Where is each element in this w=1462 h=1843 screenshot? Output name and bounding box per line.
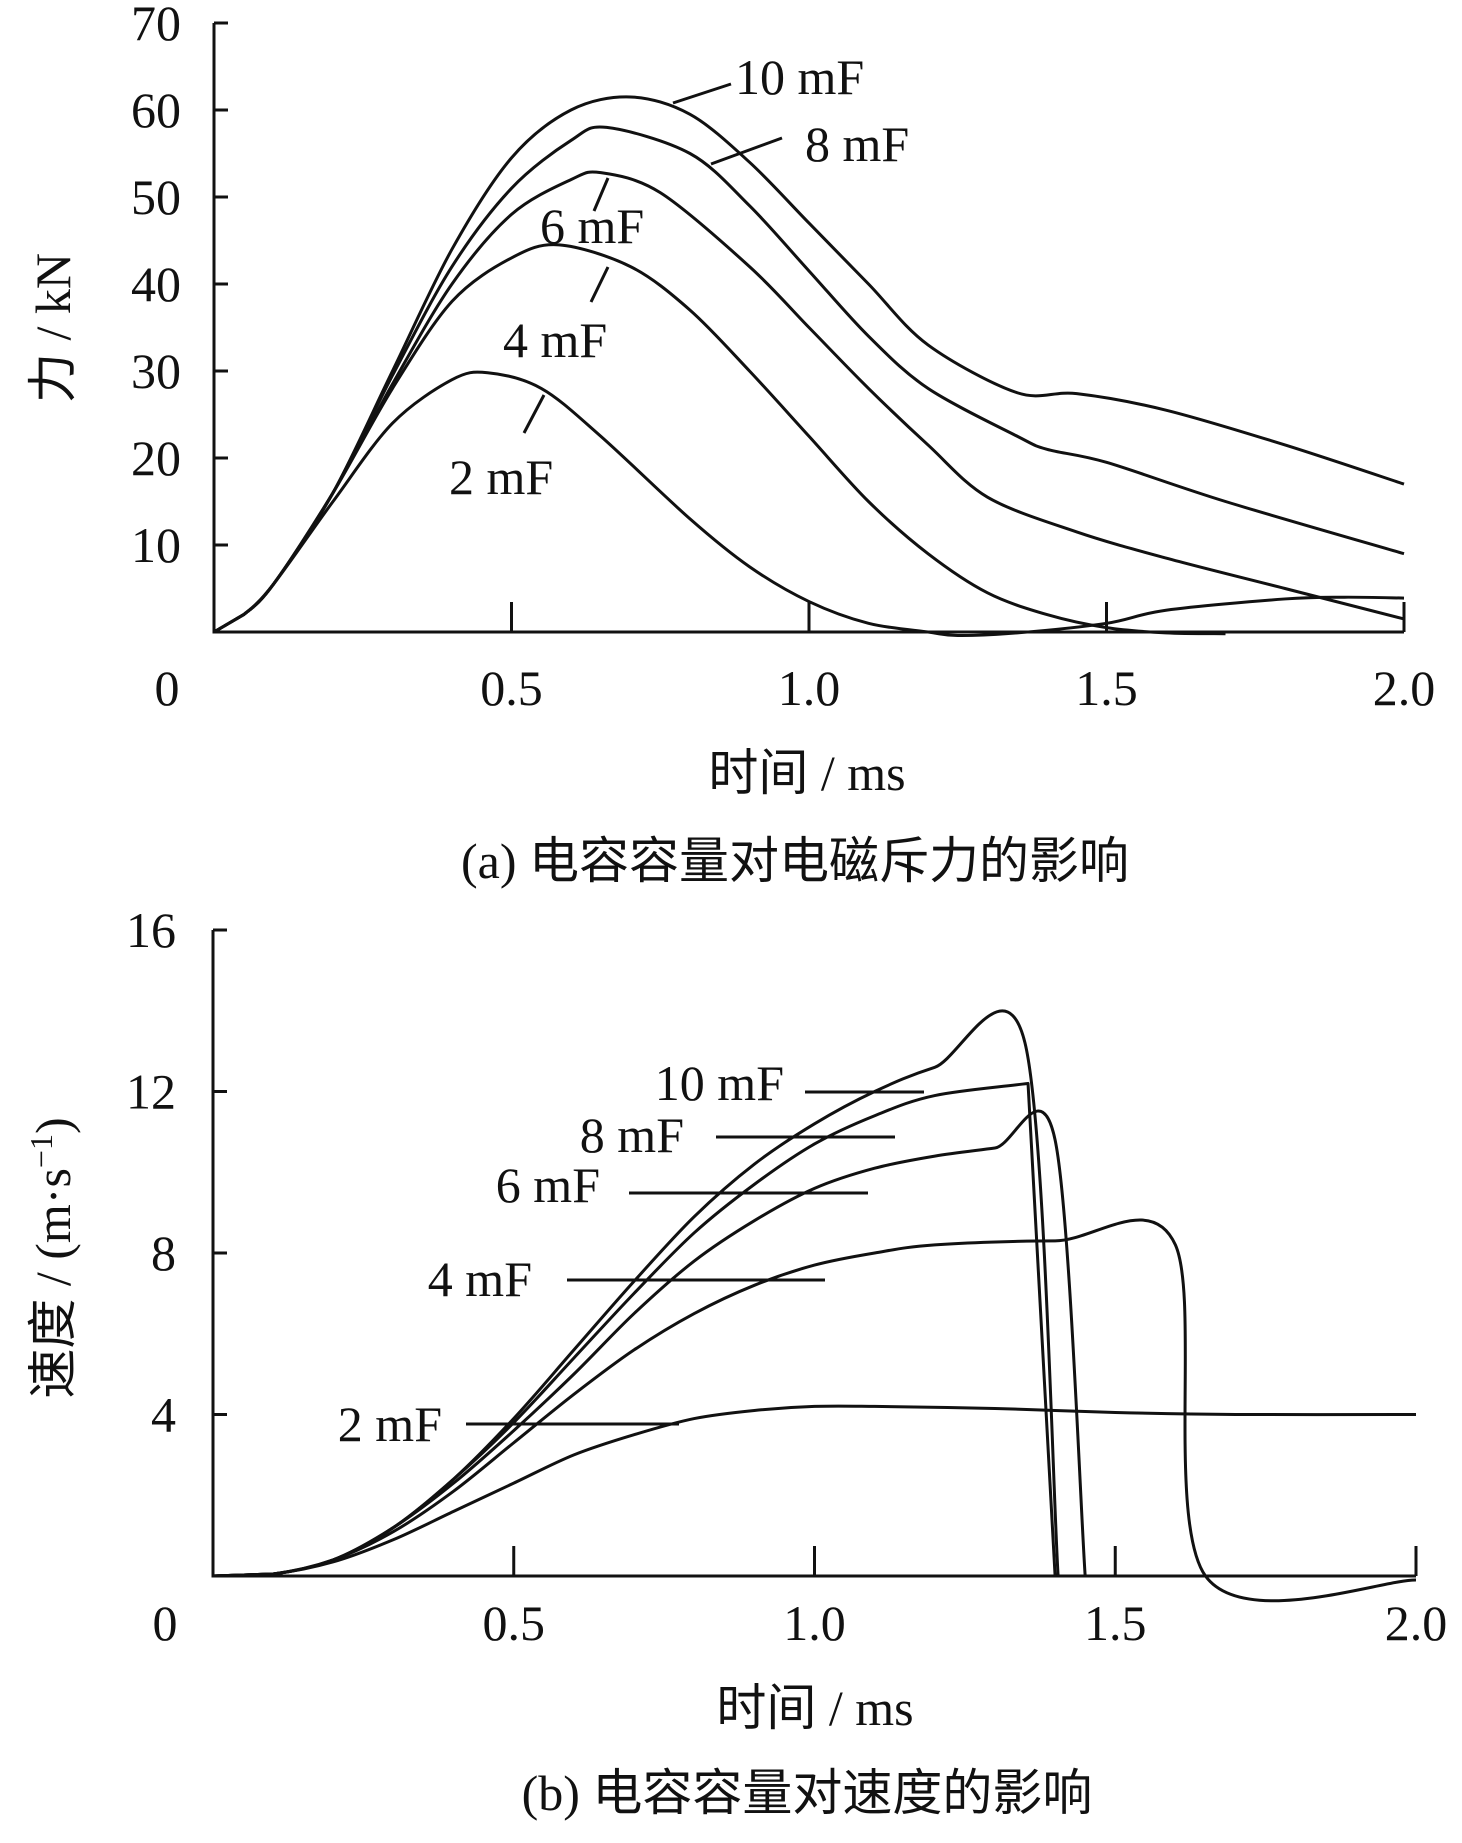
y-tick-label: 60 [131, 82, 181, 138]
y-tick-label: 70 [131, 0, 181, 51]
x-tick-label: 1.5 [1075, 660, 1138, 716]
velocity-chart: 4 8 12 16 0.5 1.0 1.5 2.0 0 10 mF 8 mF 6 mF 4 mF… [23, 902, 1447, 1821]
series-label-2mf: 2 mF [338, 1396, 442, 1452]
y-axis-label-end: ) [25, 1117, 81, 1134]
series-label-10mf: 10 mF [655, 1055, 784, 1111]
y-tick-label: 16 [126, 902, 176, 958]
series-line-2mf [212, 1404, 1417, 1578]
y-tick-label: 10 [131, 517, 181, 573]
series-line-2mf [213, 370, 1405, 637]
y-axis-label: 速度 / (m·s−1) [23, 1117, 81, 1398]
chart-caption: (a) 电容容量对电磁斥力的影响 [461, 833, 1129, 889]
y-tick-label: 12 [126, 1064, 176, 1120]
x-axis-label: 时间 / ms [708, 745, 905, 801]
series-label-4mf: 4 mF [428, 1251, 532, 1307]
series-line-4mf [213, 243, 1226, 636]
origin-label: 0 [155, 660, 180, 716]
series-label-2mf: 2 mF [449, 449, 553, 505]
leader-line-10mf [672, 82, 732, 105]
y-tick-label: 20 [131, 430, 181, 486]
y-tick-label: 50 [131, 169, 181, 225]
x-tick-label: 1.0 [783, 1595, 846, 1651]
axis-lines [211, 930, 1416, 1578]
x-tick-label: 0.5 [483, 1595, 546, 1651]
series-label-6mf: 6 mF [496, 1157, 600, 1213]
series-line-6mf [213, 170, 1405, 634]
x-axis-label: 时间 / ms [716, 1680, 913, 1736]
x-tick-label: 1.5 [1084, 1595, 1147, 1651]
x-tick-label: 2.0 [1373, 660, 1436, 716]
force-tick-labels: 10 20 30 40 50 60 70 0.5 1.0 1.5 2.0 0 [131, 0, 1435, 716]
y-tick-label: 8 [151, 1225, 176, 1281]
leader-line-8mf [710, 136, 783, 166]
velocity-axes [211, 928, 1418, 1578]
y-axis-label-sup: −1 [23, 1134, 59, 1168]
y-tick-label: 30 [131, 343, 181, 399]
force-curves [213, 95, 1405, 637]
y-axis-label: 力 / kN [25, 253, 81, 403]
series-line-6mf [212, 1109, 1087, 1578]
chart-caption: (b) 电容容量对速度的影响 [522, 1765, 1093, 1821]
force-chart: 10 20 30 40 50 60 70 0.5 1.0 1.5 2.0 0 10 mF 8 mF 6… [25, 0, 1435, 889]
velocity-curves [212, 1009, 1417, 1603]
leader-line-6mf [592, 177, 610, 212]
series-line-8mf [213, 125, 1405, 634]
series-line-10mf [213, 95, 1405, 634]
series-line-4mf [212, 1218, 1417, 1603]
y-tick-label: 4 [151, 1387, 176, 1443]
leader-line-4mf [589, 266, 610, 303]
leader-line-2mf [522, 394, 546, 434]
y-axis-label-main: 速度 / (m·s [25, 1168, 81, 1399]
series-label-8mf: 8 mF [580, 1107, 684, 1163]
series-label-8mf: 8 mF [805, 116, 909, 172]
series-label-4mf: 4 mF [503, 312, 607, 368]
series-label-10mf: 10 mF [735, 49, 864, 105]
velocity-tick-labels: 4 8 12 16 0.5 1.0 1.5 2.0 0 [126, 902, 1447, 1651]
x-tick-label: 2.0 [1385, 1595, 1448, 1651]
origin-label: 0 [153, 1595, 178, 1651]
y-tick-label: 40 [131, 256, 181, 312]
x-tick-label: 0.5 [480, 660, 543, 716]
series-label-6mf: 6 mF [540, 198, 644, 254]
x-tick-label: 1.0 [778, 660, 841, 716]
